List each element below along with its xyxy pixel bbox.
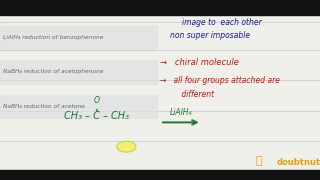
Circle shape: [117, 141, 136, 152]
Text: NaBH₄ reduction of acetophenone: NaBH₄ reduction of acetophenone: [3, 69, 104, 75]
Text: NaBH₄ reduction of acetone: NaBH₄ reduction of acetone: [3, 104, 85, 109]
Text: different: different: [160, 90, 214, 99]
Text: →   all four groups attached are: → all four groups attached are: [160, 76, 280, 85]
Bar: [0, 60, 157, 84]
Bar: [0, 26, 157, 50]
Text: which the mirror: which the mirror: [198, 5, 262, 14]
Text: non super imposable: non super imposable: [170, 31, 250, 40]
Text: ⓓ: ⓓ: [256, 156, 263, 166]
Bar: [0, 0, 320, 15]
Text: →   chiral molecule: → chiral molecule: [160, 58, 239, 67]
Text: LiAlH₄ reduction of benzophenone: LiAlH₄ reduction of benzophenone: [3, 35, 104, 40]
Text: O: O: [94, 96, 100, 105]
Bar: [0, 170, 320, 180]
Text: LiAlH₄: LiAlH₄: [170, 108, 192, 117]
Text: doubtnut: doubtnut: [277, 158, 320, 167]
Bar: [0, 94, 157, 118]
Text: CH₃ – C – CH₃: CH₃ – C – CH₃: [64, 111, 129, 121]
Text: image to  each other: image to each other: [182, 18, 262, 27]
